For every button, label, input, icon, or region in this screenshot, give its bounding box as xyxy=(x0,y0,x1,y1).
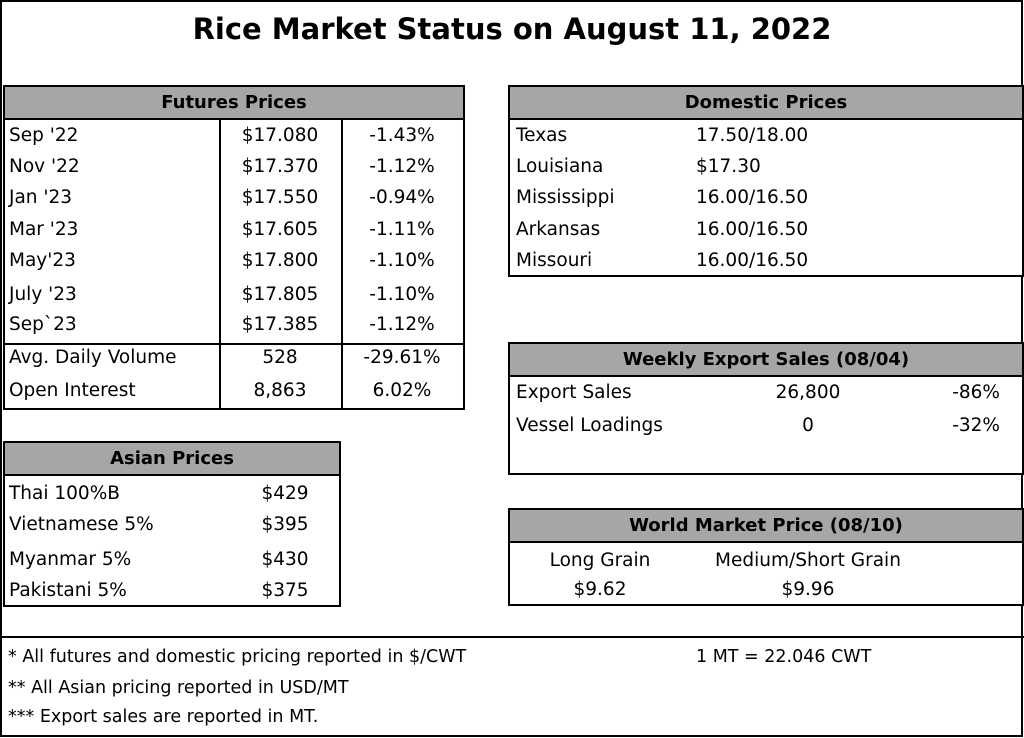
domestic-price: 16.00/16.50 xyxy=(696,250,809,271)
futures-change: -1.12% xyxy=(369,156,435,177)
futures-change: -1.10% xyxy=(369,284,435,305)
futures-stat-value: 528 xyxy=(262,347,298,368)
export-value: 26,800 xyxy=(775,382,841,403)
futures-price: $17.080 xyxy=(241,125,319,146)
asian-name: Myanmar 5% xyxy=(9,549,132,570)
medium-short-grain-price: $9.96 xyxy=(781,579,835,600)
futures-change: -1.12% xyxy=(369,314,435,335)
domestic-price: 16.00/16.50 xyxy=(696,187,809,208)
domestic-prices-table: Domestic Prices Texas 17.50/18.00 Louisian… xyxy=(508,85,1024,277)
domestic-state: Texas xyxy=(516,125,568,146)
futures-stat-change: 6.02% xyxy=(372,380,432,401)
asian-name: Thai 100%B xyxy=(9,483,120,504)
export-label: Export Sales xyxy=(516,382,632,403)
asian-price: $395 xyxy=(261,514,309,535)
futures-month: Sep '22 xyxy=(9,125,79,146)
column-divider xyxy=(219,120,221,408)
page-title: Rice Market Status on August 11, 2022 xyxy=(192,12,832,46)
asian-price: $430 xyxy=(261,549,309,570)
futures-header: Futures Prices xyxy=(5,87,463,120)
futures-stat-change: -29.61% xyxy=(363,347,441,368)
export-value: 0 xyxy=(802,415,814,436)
futures-price: $17.550 xyxy=(241,187,319,208)
export-header: Weekly Export Sales (08/04) xyxy=(510,344,1022,377)
futures-month: Nov '22 xyxy=(9,156,80,177)
futures-month: Mar '23 xyxy=(9,219,79,240)
futures-change: -1.10% xyxy=(369,250,435,271)
asian-name: Pakistani 5% xyxy=(9,580,127,601)
asian-price: $375 xyxy=(261,580,309,601)
domestic-price: $17.30 xyxy=(696,156,761,177)
export-change: -86% xyxy=(952,382,1000,403)
conversion-note: 1 MT = 22.046 CWT xyxy=(696,647,872,667)
export-change: -32% xyxy=(952,415,1000,436)
export-label: Vessel Loadings xyxy=(516,415,663,436)
futures-stat-label: Open Interest xyxy=(9,380,136,401)
futures-change: -0.94% xyxy=(369,187,435,208)
long-grain-price: $9.62 xyxy=(573,579,627,600)
world-market-price-table: World Market Price (08/10) Long Grain $9… xyxy=(508,508,1024,606)
futures-stat-label: Avg. Daily Volume xyxy=(9,347,177,368)
long-grain-label: Long Grain xyxy=(549,550,651,571)
futures-stat-value: 8,863 xyxy=(253,380,307,401)
footer-divider xyxy=(0,636,1024,638)
futures-price: $17.370 xyxy=(241,156,319,177)
domestic-state: Mississippi xyxy=(516,187,615,208)
footnote-3: *** Export sales are reported in MT. xyxy=(8,707,319,727)
domestic-state: Arkansas xyxy=(516,219,601,240)
futures-prices-table: Futures Prices Sep '22 $17.080 -1.43% Nov '… xyxy=(3,85,465,410)
domestic-state: Missouri xyxy=(516,250,593,271)
column-divider xyxy=(341,120,343,408)
futures-month: Jan '23 xyxy=(9,187,73,208)
futures-price: $17.800 xyxy=(241,250,319,271)
asian-prices-table: Asian Prices Thai 100%B $429 Vietnamese 5%… xyxy=(3,441,341,607)
weekly-export-sales-table: Weekly Export Sales (08/04) Export Sales… xyxy=(508,342,1024,475)
futures-change: -1.11% xyxy=(369,219,435,240)
asian-price: $429 xyxy=(261,483,309,504)
futures-change: -1.43% xyxy=(369,125,435,146)
footnote-1: * All futures and domestic pricing repor… xyxy=(8,647,467,667)
domestic-header: Domestic Prices xyxy=(510,87,1022,120)
futures-price: $17.805 xyxy=(241,284,319,305)
medium-short-grain-label: Medium/Short Grain xyxy=(715,550,901,571)
domestic-price: 17.50/18.00 xyxy=(696,125,809,146)
asian-name: Vietnamese 5% xyxy=(9,514,154,535)
footnote-2: ** All Asian pricing reported in USD/MT xyxy=(8,678,349,698)
futures-month: May'23 xyxy=(9,250,76,271)
domestic-price: 16.00/16.50 xyxy=(696,219,809,240)
asian-header: Asian Prices xyxy=(5,443,339,476)
futures-month: July '23 xyxy=(9,284,77,305)
futures-month: Sep`23 xyxy=(9,314,77,335)
futures-price: $17.605 xyxy=(241,219,319,240)
domestic-state: Louisiana xyxy=(516,156,604,177)
world-header: World Market Price (08/10) xyxy=(510,510,1022,543)
futures-price: $17.385 xyxy=(241,314,319,335)
row-divider xyxy=(5,343,463,345)
